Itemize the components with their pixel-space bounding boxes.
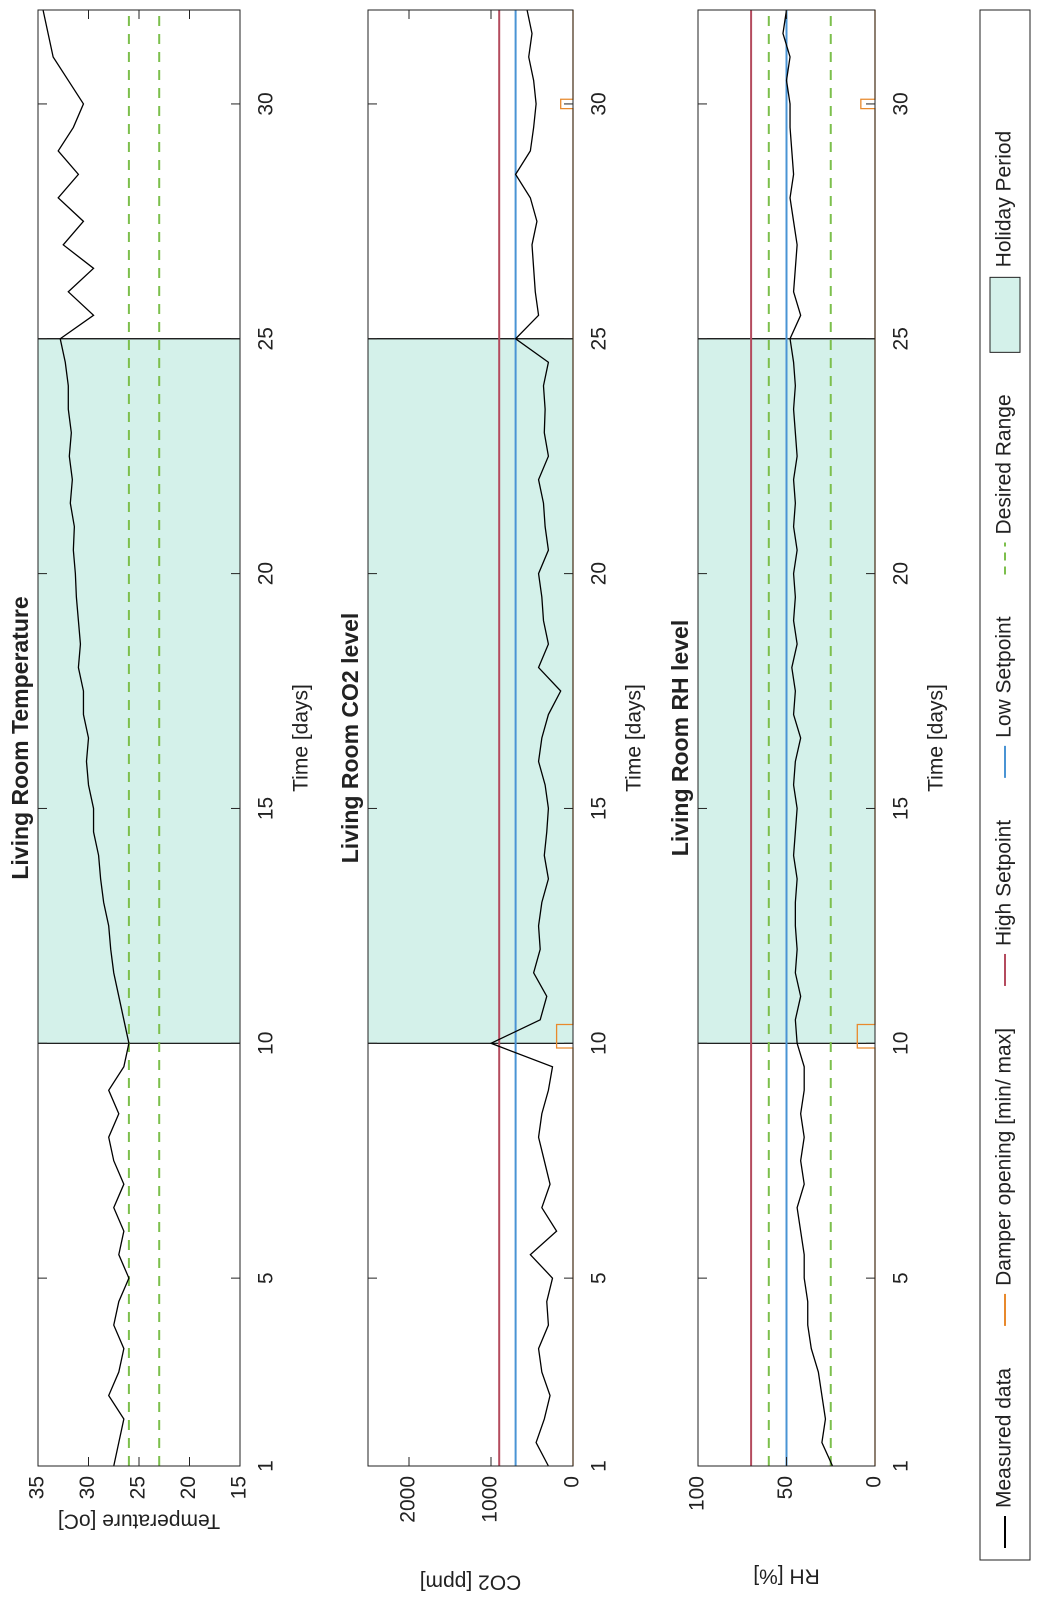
legend-box [979, 9, 1031, 1561]
x-tick-label: 20 [890, 562, 913, 585]
legend-label: Damper opening [min/ max] [993, 1028, 1016, 1286]
x-axis-label: Time [days] [925, 684, 948, 792]
y-axis-label: CO2 [ppm] [420, 1570, 522, 1593]
x-axis-label: Time [days] [623, 684, 646, 792]
y-tick-label: 0 [561, 1476, 584, 1488]
legend-label: High Setpoint [993, 820, 1016, 946]
x-tick-label: 20 [255, 562, 278, 585]
y-tick-label: 15 [228, 1476, 251, 1499]
x-axis-label: Time [days] [290, 684, 313, 792]
x-tick-label: 15 [588, 797, 611, 820]
holiday-shade [368, 338, 573, 1044]
x-tick-label: 30 [255, 92, 278, 115]
x-tick-label: 25 [890, 327, 913, 350]
data-line [489, 9, 562, 1467]
x-tick-label: 30 [890, 92, 913, 115]
legend-swatch [989, 276, 1021, 353]
x-tick-label: 30 [588, 92, 611, 115]
x-tick-label: 25 [588, 327, 611, 350]
x-tick-label: 1 [588, 1460, 611, 1472]
y-tick-label: 20 [177, 1476, 200, 1499]
data-line [782, 9, 834, 1467]
x-tick-label: 15 [890, 797, 913, 820]
x-tick-label: 5 [588, 1272, 611, 1284]
x-tick-label: 20 [588, 562, 611, 585]
data-line [42, 9, 130, 1467]
y-axis-label: Temperature [oC] [58, 1509, 220, 1532]
y-tick-label: 30 [76, 1476, 99, 1499]
x-tick-label: 15 [255, 797, 278, 820]
y-tick-label: 100 [686, 1476, 709, 1511]
chart-title: Living Room CO2 level [337, 613, 363, 864]
chart-title: Living Room Temperature [7, 596, 33, 879]
y-tick-label: 25 [127, 1476, 150, 1499]
legend-label: Desired Range [993, 394, 1016, 534]
x-tick-label: 5 [890, 1272, 913, 1284]
holiday-shade [38, 338, 240, 1044]
y-tick-label: 35 [26, 1476, 49, 1499]
x-tick-label: 10 [588, 1032, 611, 1055]
legend-label: Measured data [993, 1368, 1016, 1508]
x-tick-label: 1 [890, 1460, 913, 1472]
y-tick-label: 1000 [479, 1476, 502, 1523]
y-axis-label: RH [%] [753, 1564, 820, 1587]
x-tick-label: 10 [255, 1032, 278, 1055]
axes-frame [367, 9, 574, 1467]
x-tick-label: 1 [255, 1460, 278, 1472]
chart-title: Living Room RH level [667, 620, 693, 856]
y-tick-label: 50 [774, 1476, 797, 1499]
x-tick-label: 10 [890, 1032, 913, 1055]
y-tick-label: 0 [863, 1476, 886, 1488]
x-tick-label: 25 [255, 327, 278, 350]
legend-label: Holiday Period [993, 131, 1016, 268]
legend-label: Low Setpoint [993, 616, 1016, 738]
y-tick-label: 2000 [397, 1476, 420, 1523]
x-tick-label: 5 [255, 1272, 278, 1284]
